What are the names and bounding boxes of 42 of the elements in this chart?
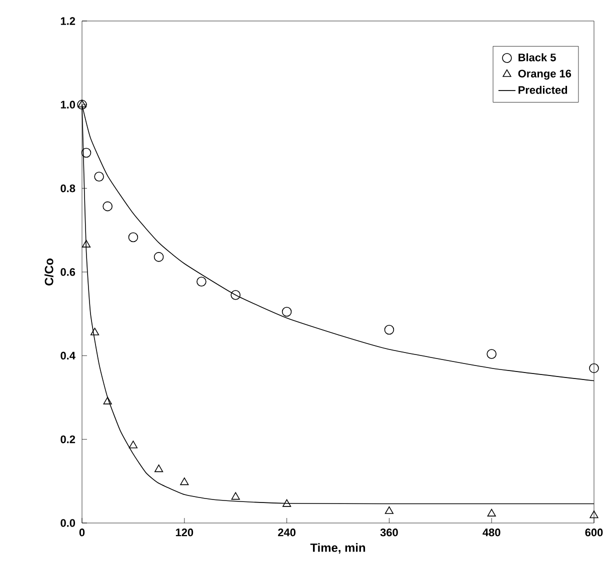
y-tick-label: 0.6 — [60, 268, 76, 276]
y-tick-label: 1.0 — [60, 100, 76, 109]
point — [103, 396, 112, 404]
legend-label: Black 5 — [518, 53, 556, 62]
point — [82, 240, 91, 248]
point — [589, 363, 599, 374]
point — [282, 306, 292, 317]
point — [231, 492, 240, 500]
point — [128, 440, 138, 448]
x-tick-label: 480 — [482, 528, 500, 536]
legend-label: Orange 16 — [518, 70, 572, 80]
point — [384, 324, 394, 335]
point — [94, 172, 104, 182]
point — [128, 232, 138, 242]
point — [230, 290, 240, 300]
point — [78, 100, 86, 108]
y-axis-title: C/Co — [44, 258, 54, 286]
x-tick-label: 0 — [79, 528, 85, 536]
x-tick-label: 600 — [585, 528, 603, 536]
point — [90, 328, 100, 336]
point — [154, 464, 164, 472]
y-tick-label: 0.0 — [60, 519, 76, 527]
point — [486, 349, 496, 359]
point — [102, 201, 112, 212]
x-tick-label: 360 — [380, 528, 398, 536]
point — [384, 506, 394, 514]
legend-label: Predicted — [518, 86, 568, 94]
y-tick-label: 0.2 — [60, 435, 76, 444]
x-tick-label: 240 — [278, 528, 296, 536]
y-tick-label: 0.8 — [60, 184, 76, 192]
x-tick-label: 120 — [176, 528, 194, 536]
point — [282, 499, 292, 507]
point — [196, 276, 206, 287]
point — [487, 508, 496, 516]
point — [590, 510, 598, 518]
y-tick-label: 1.2 — [60, 17, 76, 25]
x-axis-title: Time, min — [310, 543, 366, 554]
point — [180, 478, 189, 486]
y-tick-label: 0.4 — [60, 352, 76, 360]
point — [77, 100, 87, 110]
point — [154, 252, 164, 262]
point — [81, 148, 92, 158]
